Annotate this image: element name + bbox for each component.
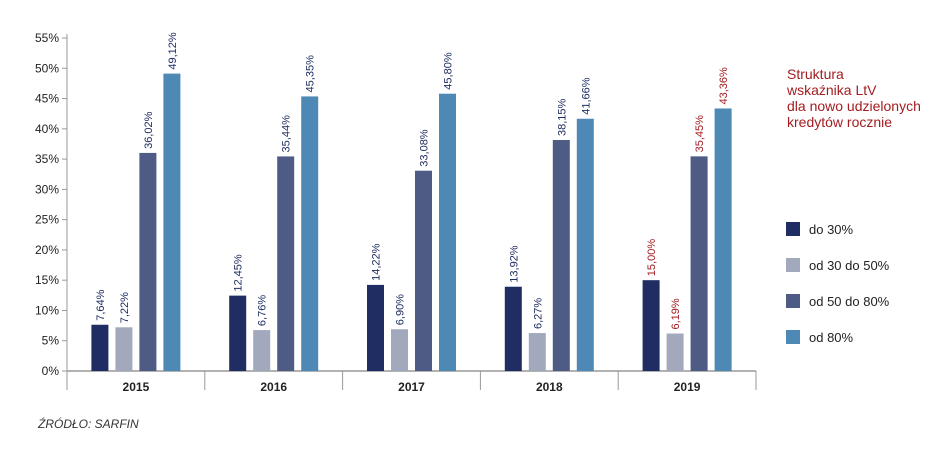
y-tick-label: 0% xyxy=(42,364,60,378)
x-tick-label: 2016 xyxy=(260,380,287,394)
legend-swatch xyxy=(786,258,800,272)
data-label: 33,08% xyxy=(419,129,431,167)
data-label: 6,27% xyxy=(532,298,544,329)
bar xyxy=(714,108,732,371)
legend-label: od 50 do 80% xyxy=(809,293,890,309)
legend-item-od-30-do-50: od 30 do 50% xyxy=(786,257,936,273)
bar xyxy=(301,96,319,371)
legend: do 30% od 30 do 50% od 50 do 80% od 80% xyxy=(786,221,936,365)
x-axis: 2015 2016 2017 2018 2019 xyxy=(66,370,757,394)
legend-swatch xyxy=(786,330,800,344)
legend-item-od-80: od 80% xyxy=(786,329,936,345)
legend-label: od 80% xyxy=(809,329,854,345)
bar xyxy=(552,140,570,371)
data-label: 13,92% xyxy=(508,245,520,283)
data-labels: 7,64% 7,22% 36,02% 49,12% 12,45% 6,76% 35,44% 4… xyxy=(95,32,730,329)
legend-swatch xyxy=(786,294,800,308)
y-tick-label: 10% xyxy=(35,303,59,317)
bar xyxy=(253,330,271,371)
y-tick-label: 5% xyxy=(42,334,60,348)
data-label: 36,02% xyxy=(143,111,155,149)
bar xyxy=(415,170,432,371)
legend-label: do 30% xyxy=(809,221,854,237)
data-label: 12,45% xyxy=(233,254,245,292)
bar xyxy=(642,280,660,371)
y-tick-label: 15% xyxy=(35,273,59,287)
bar xyxy=(439,93,456,372)
bar xyxy=(163,73,181,371)
bar xyxy=(690,156,708,371)
data-label: 35,45% xyxy=(694,115,706,153)
y-tick-label: 45% xyxy=(35,92,59,106)
bar xyxy=(91,324,109,371)
data-label: 38,15% xyxy=(556,98,568,136)
y-tick-label: 20% xyxy=(35,243,59,257)
data-label: 7,22% xyxy=(119,292,131,323)
chart-title: Struktura wskaźnika LtV dla nowo udzielo… xyxy=(787,66,937,130)
bar xyxy=(666,333,684,371)
data-label: 6,19% xyxy=(670,298,682,329)
x-tick-label: 2017 xyxy=(398,380,425,394)
y-axis: 0% 5% 10% 15% 20% 25% 30% 35% 40% 45% 50% 55% xyxy=(35,31,68,378)
data-label: 41,66% xyxy=(580,77,592,115)
bar xyxy=(229,295,247,371)
data-label: 45,80% xyxy=(443,52,455,90)
bar xyxy=(528,333,546,371)
y-tick-label: 30% xyxy=(35,182,59,196)
legend-label: od 30 do 50% xyxy=(809,257,890,273)
x-tick-label: 2018 xyxy=(536,380,563,394)
data-label: 35,44% xyxy=(281,115,293,153)
data-label: 15,00% xyxy=(646,239,658,277)
legend-swatch xyxy=(786,222,800,236)
y-tick-label: 40% xyxy=(35,122,59,136)
chart-title-line: dla nowo udzielonych xyxy=(787,98,921,114)
bar xyxy=(504,286,522,371)
bar xyxy=(367,284,384,371)
chart-title-line: Struktura xyxy=(787,66,844,82)
bars xyxy=(91,73,732,372)
bar xyxy=(576,118,594,371)
legend-item-od-50-do-80: od 50 do 80% xyxy=(786,293,936,309)
y-tick-label: 25% xyxy=(35,213,59,227)
chart-title-line: kredytów rocznie xyxy=(787,114,893,130)
bar xyxy=(277,156,295,371)
data-label: 14,22% xyxy=(371,243,383,281)
y-tick-label: 55% xyxy=(35,31,59,45)
bar xyxy=(115,327,133,371)
data-label: 43,36% xyxy=(718,67,730,105)
x-tick-label: 2019 xyxy=(674,380,701,394)
data-label: 7,64% xyxy=(95,289,107,320)
x-tick-label: 2015 xyxy=(123,380,150,394)
data-label: 6,90% xyxy=(395,294,407,325)
bar xyxy=(139,152,157,371)
legend-item-do-30: do 30% xyxy=(786,221,936,237)
data-label: 6,76% xyxy=(257,295,269,326)
data-label: 45,35% xyxy=(305,55,317,93)
data-label: 49,12% xyxy=(167,32,179,70)
bar xyxy=(391,329,408,371)
chart-title-line: wskaźnika LtV xyxy=(787,82,877,98)
y-tick-label: 50% xyxy=(35,61,59,75)
source-note: ŹRÓDŁO: SARFIN xyxy=(38,417,139,431)
y-tick-label: 35% xyxy=(35,152,59,166)
